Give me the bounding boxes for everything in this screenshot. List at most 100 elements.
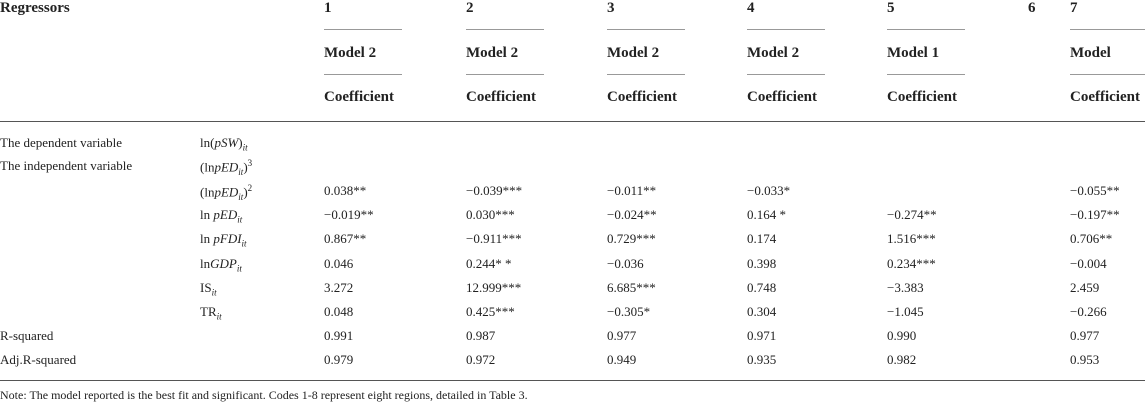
cell: −0.019** — [324, 207, 374, 222]
term-part: pED — [213, 207, 238, 222]
term-part: pSW — [214, 135, 239, 150]
cell: 0.244* * — [466, 256, 512, 271]
column-rule — [466, 29, 544, 30]
term-part: it — [238, 166, 244, 177]
term-part: GDP — [210, 256, 237, 271]
row-term: ln(pSW)it — [200, 135, 248, 153]
term-part: (ln — [200, 184, 215, 200]
column-stat: Coefficient — [1070, 89, 1140, 105]
row-term: ISit — [200, 280, 217, 298]
column-rule — [887, 29, 965, 30]
cell: −0.266 — [1070, 304, 1107, 319]
term-part: it — [242, 142, 248, 153]
row-label: Adj.R-squared — [0, 352, 77, 367]
cell: 0.987 — [466, 328, 496, 343]
cell: 0.425*** — [466, 304, 515, 319]
cell: 1.516*** — [887, 231, 936, 246]
table-note: Note: The model reported is the best fit… — [0, 388, 528, 402]
cell: 6.685*** — [607, 280, 656, 295]
header-regressors: Regressors — [0, 0, 70, 16]
bottom-rule — [0, 380, 1145, 381]
cell: −0.055** — [1070, 183, 1120, 198]
cell: 0.949 — [607, 352, 637, 367]
cell: −0.197** — [1070, 207, 1120, 222]
column-stat: Coefficient — [607, 89, 677, 105]
cell: 2.459 — [1070, 280, 1100, 295]
term-part: ln( — [200, 135, 215, 150]
row-term: TRit — [200, 304, 222, 322]
cell: 0.990 — [887, 328, 917, 343]
row-term: ln pEDit — [200, 207, 242, 225]
cell: 0.991 — [324, 328, 354, 343]
column-model: Model 2 — [747, 45, 800, 61]
column-model: Model 2 — [607, 45, 660, 61]
cell: 0.174 — [747, 231, 777, 246]
cell: 0.030*** — [466, 207, 515, 222]
term-part: ) — [243, 159, 248, 175]
cell: −0.033* — [747, 183, 791, 198]
term-part: ln — [200, 256, 211, 271]
term-part: it — [216, 311, 222, 322]
term-part: (ln — [200, 159, 215, 175]
cell: 0.164 * — [747, 207, 786, 222]
cell: −0.024** — [607, 207, 657, 222]
column-number: 2 — [466, 0, 474, 16]
row-label: R-squared — [0, 328, 54, 343]
column-stat: Coefficient — [324, 89, 394, 105]
cell: 12.999*** — [466, 280, 522, 295]
column-number: 6 — [1028, 0, 1036, 16]
cell: −0.039*** — [466, 183, 523, 198]
cell: 0.038** — [324, 183, 367, 198]
term-part: TR — [200, 304, 217, 319]
cell: 0.935 — [747, 352, 777, 367]
row-term: (lnpEDit)2 — [200, 183, 252, 202]
column-rule — [747, 29, 825, 30]
cell: −3.383 — [887, 280, 924, 295]
cell: 0.706** — [1070, 231, 1113, 246]
cell: 0.982 — [887, 352, 917, 367]
column-model: Model 2 — [466, 45, 519, 61]
column-number: 4 — [747, 0, 755, 16]
cell: 0.977 — [607, 328, 637, 343]
header-rule — [0, 121, 1145, 122]
term-part: 2 — [247, 183, 253, 193]
cell: −0.305* — [607, 304, 651, 319]
cell: 0.979 — [324, 352, 354, 367]
term-part: pFDI — [213, 231, 242, 246]
cell: 0.234*** — [887, 256, 936, 271]
cell: 0.748 — [747, 280, 777, 295]
column-rule — [1070, 74, 1145, 75]
column-number: 7 — [1070, 0, 1078, 16]
term-part: it — [237, 214, 243, 225]
column-number: 3 — [607, 0, 615, 16]
column-model: Model 1 — [887, 45, 940, 61]
column-rule — [747, 74, 825, 75]
column-model: Model 2 — [324, 45, 377, 61]
cell: −0.274** — [887, 207, 937, 222]
column-number: 5 — [887, 0, 895, 16]
column-rule — [324, 74, 402, 75]
cell: 0.046 — [324, 256, 354, 271]
row-term: ln pFDIit — [200, 231, 247, 249]
row-label: The independent variable — [0, 158, 133, 173]
cell: 0.971 — [747, 328, 777, 343]
term-part: it — [238, 191, 244, 202]
cell: 3.272 — [324, 280, 354, 295]
row-term: (lnpEDit)3 — [200, 158, 252, 177]
cell: 0.977 — [1070, 328, 1100, 343]
column-rule — [324, 29, 402, 30]
cell: −0.011** — [607, 183, 657, 198]
cell: −0.036 — [607, 256, 644, 271]
row-label: The dependent variable — [0, 135, 122, 150]
term-part: 3 — [247, 158, 253, 168]
column-rule — [607, 74, 685, 75]
cell: −0.911*** — [466, 231, 522, 246]
cell: 0.972 — [466, 352, 496, 367]
column-number: 1 — [324, 0, 332, 16]
column-stat: Coefficient — [466, 89, 536, 105]
column-stat: Coefficient — [887, 89, 957, 105]
cell: −1.045 — [887, 304, 924, 319]
cell: 0.953 — [1070, 352, 1100, 367]
term-part: pED — [214, 159, 239, 175]
